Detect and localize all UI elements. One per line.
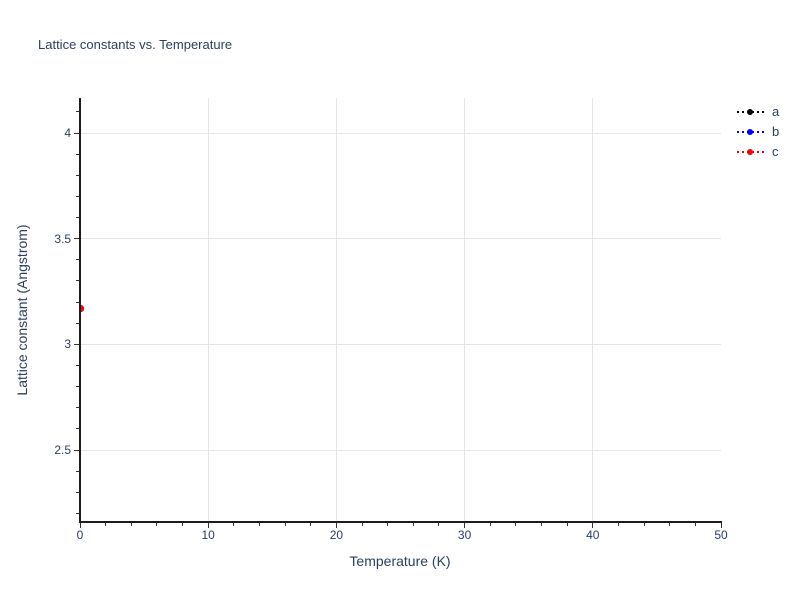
y-major-tick — [74, 449, 79, 451]
gridline-horizontal — [80, 343, 721, 345]
x-major-tick — [464, 522, 466, 528]
x-minor-tick — [489, 522, 491, 526]
chart-title: Lattice constants vs. Temperature — [38, 37, 233, 52]
x-minor-tick — [258, 522, 260, 526]
x-minor-tick — [617, 522, 619, 526]
x-minor-tick — [233, 522, 235, 526]
y-minor-tick — [76, 322, 79, 324]
y-minor-tick — [76, 111, 79, 113]
x-tick-label: 40 — [586, 527, 600, 542]
x-minor-tick — [669, 522, 671, 526]
gridline-horizontal — [80, 449, 721, 451]
y-minor-tick — [76, 195, 79, 197]
legend-item-a[interactable]: a — [737, 104, 780, 119]
legend-item-b[interactable]: b — [737, 124, 780, 139]
y-minor-tick — [76, 280, 79, 282]
y-minor-tick — [76, 153, 79, 155]
y-major-tick — [74, 343, 79, 345]
x-axis-title: Temperature (K) — [349, 553, 451, 569]
y-axis-title: Lattice constant (Angstrom) — [14, 224, 30, 396]
points-layer — [80, 98, 721, 521]
legend-label: c — [772, 144, 779, 159]
legend-item-c[interactable]: c — [737, 144, 779, 159]
x-tick-label: 10 — [201, 527, 215, 542]
x-tick-label: 30 — [457, 527, 472, 542]
x-minor-tick — [643, 522, 645, 526]
y-minor-tick — [76, 259, 79, 261]
gridline-vertical — [464, 98, 466, 521]
x-minor-tick — [310, 522, 312, 526]
y-minor-tick — [76, 470, 79, 472]
x-minor-tick — [156, 522, 158, 526]
y-minor-tick — [76, 386, 79, 388]
x-minor-tick — [694, 522, 696, 526]
x-axis-line — [79, 521, 722, 523]
x-minor-tick — [541, 522, 543, 526]
x-minor-tick — [566, 522, 568, 526]
y-minor-tick — [76, 428, 79, 430]
x-major-tick — [592, 522, 594, 528]
grid-layer — [80, 98, 721, 521]
y-tick-label: 3 — [64, 337, 71, 352]
legend-marker-dot — [747, 148, 753, 155]
y-tick-label: 3.5 — [54, 231, 71, 246]
x-major-tick — [335, 522, 337, 528]
x-major-tick — [720, 522, 722, 528]
x-tick-label: 50 — [714, 527, 728, 542]
x-minor-tick — [284, 522, 286, 526]
legend-marker-dot — [747, 108, 753, 115]
x-minor-tick — [130, 522, 132, 526]
gridline-horizontal — [80, 132, 721, 134]
y-axis-line — [79, 98, 81, 523]
y-minor-tick — [76, 491, 79, 493]
legend-line-sample — [737, 108, 764, 115]
y-minor-tick — [76, 301, 79, 303]
gridline-vertical — [207, 98, 209, 521]
gridline-vertical — [592, 98, 594, 521]
x-tick-label: 0 — [76, 527, 84, 542]
data-point-c[interactable] — [80, 304, 84, 312]
legend-marker-dot — [747, 128, 753, 135]
y-major-tick — [74, 238, 79, 240]
x-minor-tick — [182, 522, 184, 526]
x-minor-tick — [438, 522, 440, 526]
y-tick-label: 4 — [64, 126, 71, 141]
legend-label: a — [772, 104, 780, 119]
legend-label: b — [772, 124, 780, 139]
x-minor-tick — [387, 522, 389, 526]
gridline-vertical — [335, 98, 337, 521]
y-minor-tick — [76, 217, 79, 219]
legend-line-sample — [737, 148, 764, 155]
x-major-tick — [207, 522, 209, 528]
y-minor-tick — [76, 407, 79, 409]
x-minor-tick — [515, 522, 517, 526]
y-major-tick — [74, 132, 79, 134]
x-minor-tick — [412, 522, 414, 526]
x-minor-tick — [105, 522, 107, 526]
y-minor-tick — [76, 174, 79, 176]
x-major-tick — [79, 522, 81, 528]
plot-area[interactable] — [79, 98, 722, 523]
x-minor-tick — [361, 522, 363, 526]
y-tick-label: 2.5 — [54, 443, 71, 457]
legend-line-sample — [737, 128, 764, 135]
y-minor-tick — [76, 512, 79, 514]
y-minor-tick — [76, 364, 79, 366]
gridline-horizontal — [80, 238, 721, 240]
x-tick-label: 20 — [329, 527, 344, 542]
